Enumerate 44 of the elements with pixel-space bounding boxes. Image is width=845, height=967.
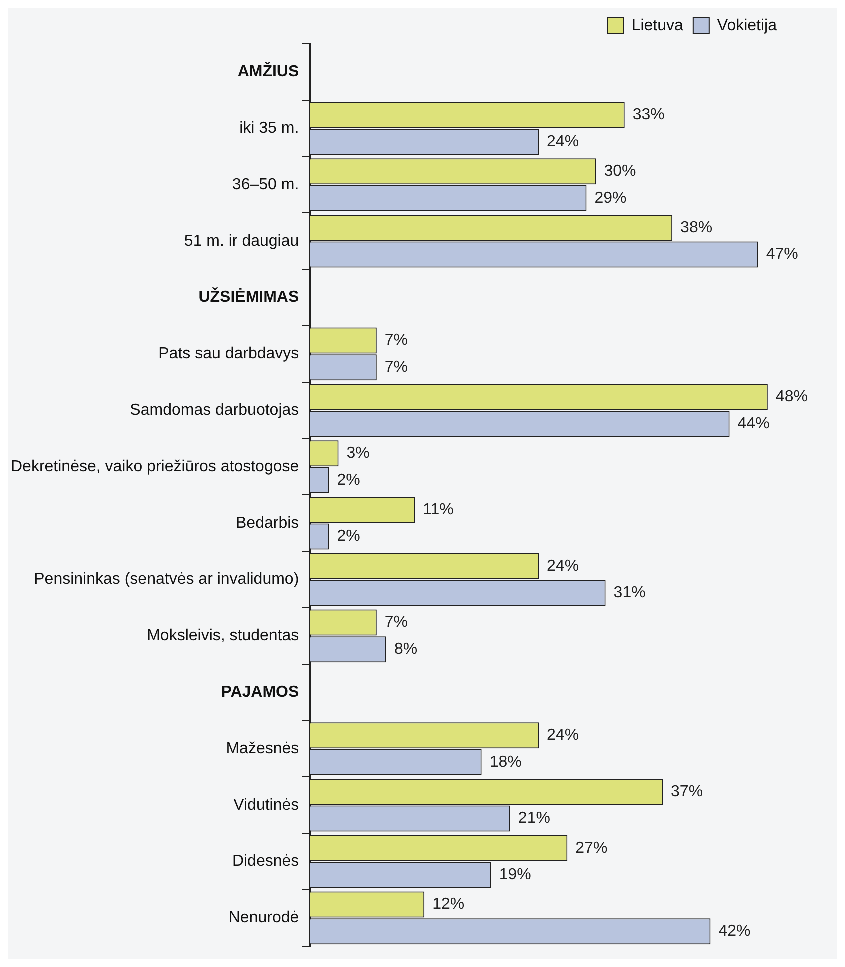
data-label: 18% [490,754,522,771]
data-label: 42% [718,923,751,940]
data-label: 27% [576,840,608,857]
y-tick-label: AMŽIUS [238,62,300,81]
legend-label: Lietuva [632,17,684,34]
data-label: 44% [738,415,770,432]
data-label: 37% [671,783,704,800]
y-tick-label: Pats sau darbdavys [158,346,300,363]
y-tick-label: UŽSIĖMIMAS [198,287,300,306]
data-label: 33% [632,106,665,124]
y-tick-label: Samdomas darbuotojas [130,402,300,420]
y-tick-label: Dekretinėse, vaiko priežiūros atostogose [10,458,300,476]
data-label: 24% [547,133,580,150]
data-label: 2% [337,472,360,489]
data-label: 19% [499,866,532,884]
legend-label: Vokietija [717,17,778,34]
data-label: 2% [337,528,360,546]
data-label: 24% [547,727,580,744]
y-tick-label: iki 35 m. [240,120,300,138]
y-tick-label: Mažesnės [226,740,300,758]
data-label: 47% [766,246,798,264]
data-label: 7% [384,332,408,350]
data-label: 7% [384,614,408,632]
data-label: 12% [432,896,465,914]
y-tick-label: 36–50 m. [232,176,300,194]
data-label: 30% [604,163,636,180]
data-label: 24% [547,558,580,575]
y-tick-label: Didesnės [232,853,300,870]
y-tick-label: Nenurodė [228,910,300,927]
data-label: 3% [346,445,370,462]
y-tick-label: Bedarbis [236,514,300,532]
y-tick-label: Vidutinės [234,796,300,814]
y-tick-label: PAJAMOS [221,684,300,702]
y-tick-label: Moksleivis, studentas [147,628,300,645]
data-label: 29% [594,190,627,207]
data-label: 7% [384,359,408,376]
data-label: 48% [776,388,808,406]
data-label: 31% [614,584,646,602]
data-label: 8% [394,641,418,658]
data-label: 38% [680,219,713,236]
y-tick-label: 51 m. ir daugiau [184,232,300,250]
data-label: 21% [518,810,550,828]
data-label: 11% [423,501,454,518]
y-tick-label: Pensininkas (senatvės ar invalidumo) [34,571,300,588]
